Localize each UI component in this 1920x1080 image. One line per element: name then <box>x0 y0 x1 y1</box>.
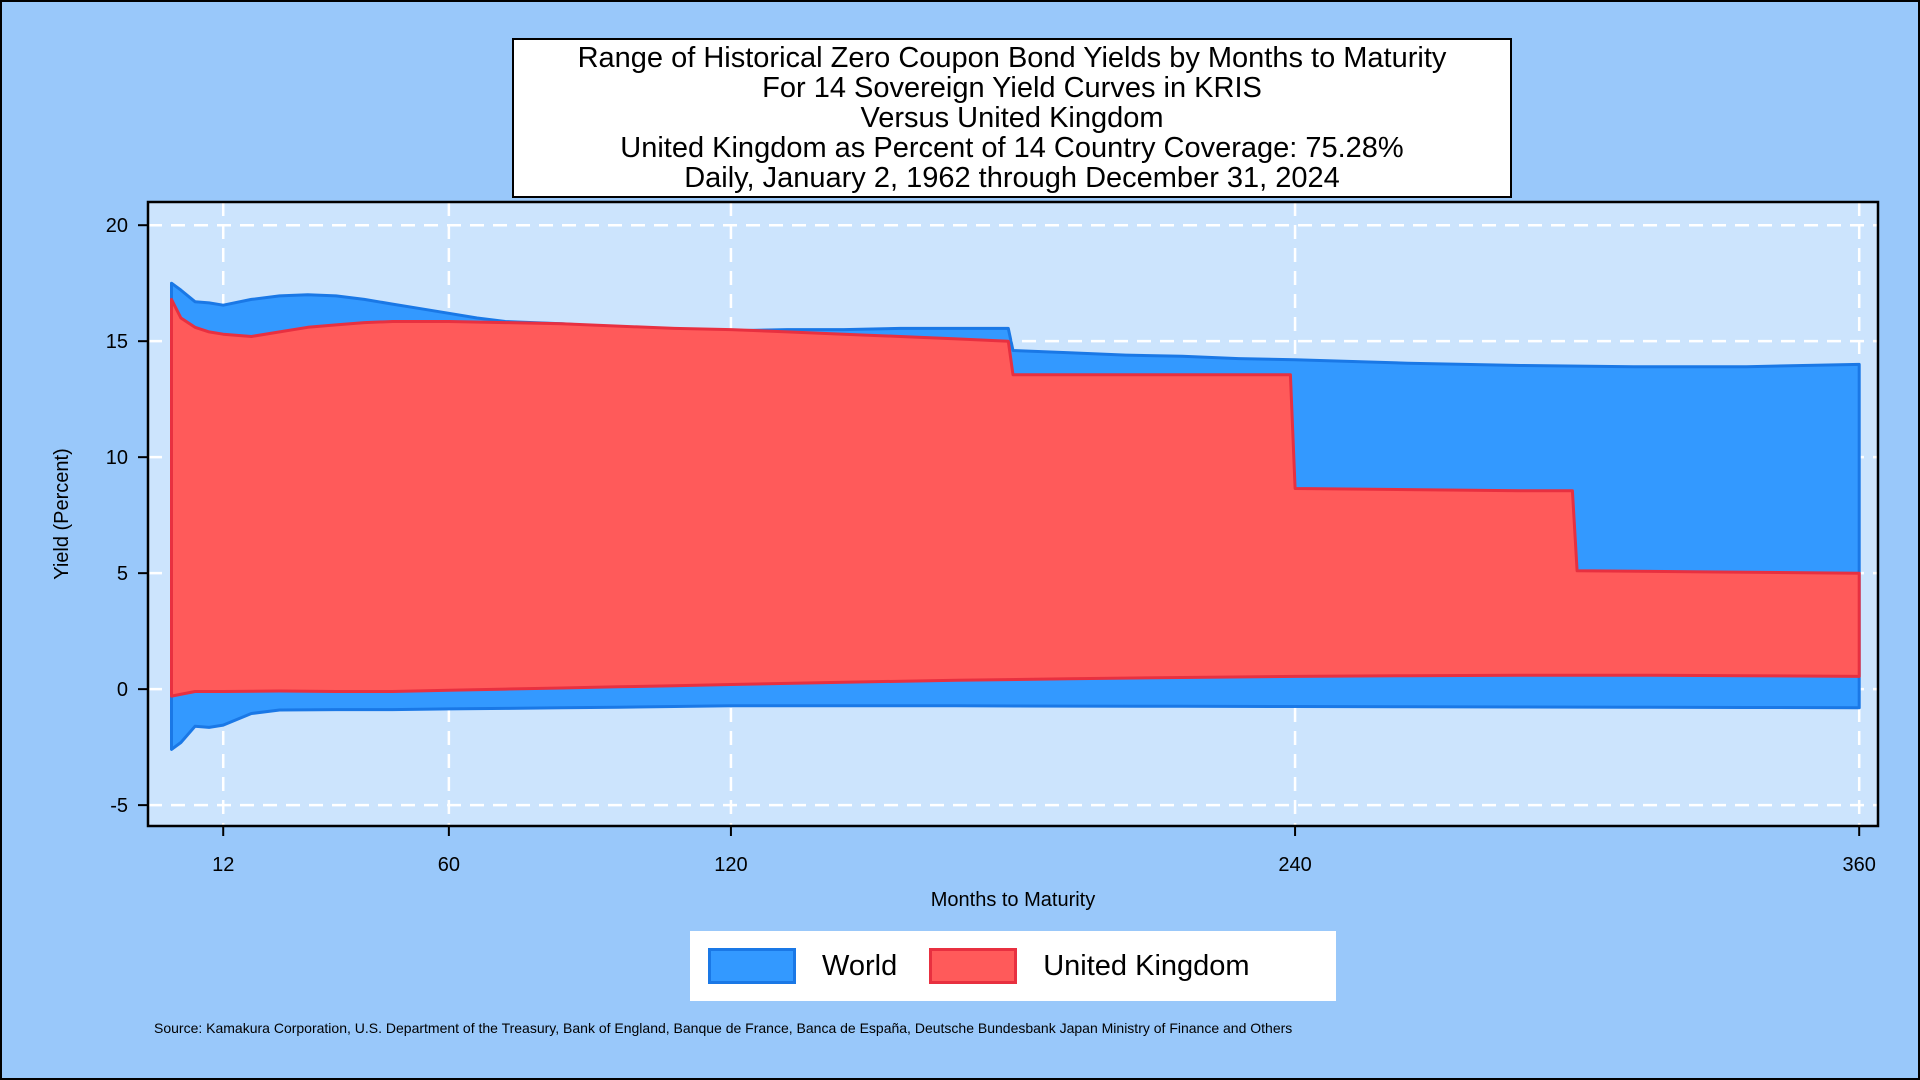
series-area-united-kingdom <box>170 297 1861 698</box>
x-tick-label: 240 <box>1278 854 1311 876</box>
y-axis-title: Yield (Percent) <box>51 448 73 580</box>
legend-label-united-kingdom: United Kingdom <box>1043 949 1250 982</box>
y-tick-label: -5 <box>110 795 128 817</box>
x-axis-title: Months to Maturity <box>931 889 1096 911</box>
x-tick-label: 360 <box>1843 854 1876 876</box>
legend-item-united-kingdom: United Kingdom <box>929 948 1250 984</box>
legend-label-world: World <box>822 949 898 982</box>
legend: World United Kingdom <box>690 931 1336 1001</box>
x-tick-label: 60 <box>438 854 460 876</box>
x-tick-label: 120 <box>714 854 747 876</box>
x-tick-label: 12 <box>212 854 234 876</box>
ticks: -5 0 5 10 15 20 12 60 120 240 360 <box>106 215 1876 876</box>
legend-swatch-united-kingdom <box>929 948 1018 984</box>
legend-item-world: World <box>708 948 897 984</box>
area-layer <box>170 281 1861 751</box>
y-tick-label: 10 <box>106 447 128 469</box>
y-tick-label: 5 <box>117 563 128 585</box>
y-tick-label: 0 <box>117 679 128 701</box>
chart-title-line-3: Versus United Kingdom <box>860 102 1164 134</box>
chart-title-box: Range of Historical Zero Coupon Bond Yie… <box>512 38 1512 198</box>
legend-swatch-world <box>708 948 796 984</box>
plot-border <box>146 200 1880 828</box>
source-note: Source: Kamakura Corporation, U.S. Depar… <box>154 1020 1293 1036</box>
chart-title-line-4: United Kingdom as Percent of 14 Country … <box>620 132 1404 164</box>
chart-title-line-2: For 14 Sovereign Yield Curves in KRIS <box>762 72 1262 104</box>
chart-title-line-1: Range of Historical Zero Coupon Bond Yie… <box>577 42 1447 74</box>
y-tick-label: 15 <box>106 331 128 353</box>
chart-title-line-5: Daily, January 2, 1962 through December … <box>684 162 1340 194</box>
y-tick-label: 20 <box>106 215 128 237</box>
